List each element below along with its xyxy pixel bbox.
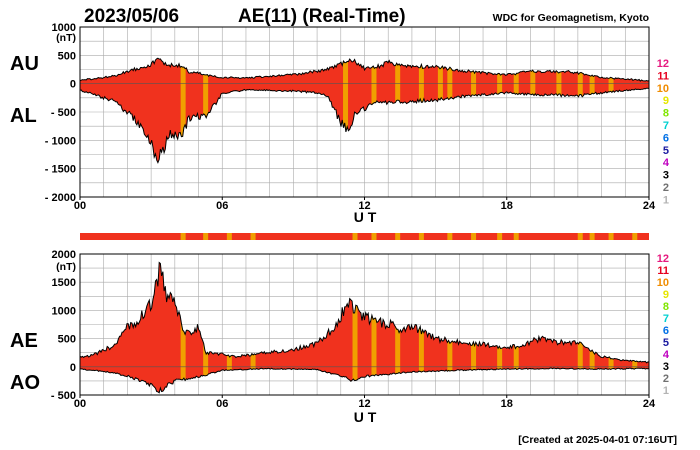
y-tick-label: - 1000 bbox=[45, 135, 76, 147]
legend-item: 4 bbox=[663, 157, 670, 169]
band-segment bbox=[180, 58, 186, 163]
y-tick-label: 500 bbox=[58, 50, 76, 62]
created-timestamp: [Created at 2025-04-01 07:16UT] bbox=[518, 434, 677, 446]
legend-item: 3 bbox=[663, 170, 669, 182]
legend-item: 10 bbox=[657, 83, 669, 95]
legend-item: 12 bbox=[657, 253, 669, 265]
legend-item: 1 bbox=[663, 194, 669, 206]
x-tick-label: 06 bbox=[216, 200, 228, 212]
band-segment bbox=[371, 262, 377, 393]
legend-item: 9 bbox=[663, 95, 669, 107]
source-label: WDC for Geomagnetism, Kyoto bbox=[493, 12, 649, 24]
upper-line bbox=[79, 57, 650, 82]
x-tick-label: 18 bbox=[501, 398, 513, 410]
bar-segment bbox=[497, 233, 503, 240]
y-tick-label: - 2000 bbox=[45, 192, 76, 204]
x-tick-label: 24 bbox=[643, 398, 656, 410]
x-tick-label: 18 bbox=[501, 200, 513, 212]
bar-segment bbox=[250, 233, 256, 240]
bar-segment bbox=[447, 233, 453, 240]
legend-item: 6 bbox=[663, 132, 669, 144]
bar-segment bbox=[632, 233, 638, 240]
chart-title: AE(11) (Real-Time) bbox=[238, 6, 406, 27]
legend-item: 8 bbox=[663, 301, 669, 313]
bar-segment bbox=[203, 233, 209, 240]
x-tick-label: 00 bbox=[74, 200, 86, 212]
bar-segment bbox=[589, 233, 595, 240]
legend-item: 8 bbox=[663, 108, 669, 120]
area-fill bbox=[80, 262, 649, 393]
legend-item: 12 bbox=[657, 58, 669, 70]
legend-item: 5 bbox=[663, 337, 669, 349]
p2-unit-label: (nT) bbox=[56, 261, 76, 273]
x-tick-label: 12 bbox=[358, 200, 370, 212]
x-tick-label: 06 bbox=[216, 398, 228, 410]
legend-item: 3 bbox=[663, 361, 669, 373]
y-tick-label: 1500 bbox=[52, 277, 76, 289]
ae-label: AE bbox=[10, 330, 38, 352]
p1-unit-label: (nT) bbox=[56, 32, 76, 44]
legend-item: 1 bbox=[663, 385, 669, 397]
band-segment bbox=[343, 58, 349, 163]
au-label: AU bbox=[10, 53, 39, 75]
legend-item: 11 bbox=[657, 265, 669, 277]
legend-item: 11 bbox=[657, 70, 669, 82]
bar-segment bbox=[577, 233, 583, 240]
legend-item: 10 bbox=[657, 277, 669, 289]
band-segment bbox=[203, 58, 209, 163]
bar-fill bbox=[80, 233, 649, 240]
legend-item: 2 bbox=[663, 373, 669, 385]
upper-line bbox=[79, 261, 650, 364]
bar-segment bbox=[513, 233, 519, 240]
lower-line bbox=[80, 367, 649, 394]
y-tick-label: - 1500 bbox=[45, 164, 76, 176]
bar-segment bbox=[352, 233, 358, 240]
station-count-bar bbox=[80, 233, 649, 240]
y-tick-label: 0 bbox=[70, 79, 76, 91]
legend-item: 7 bbox=[663, 120, 669, 132]
legend-item: 5 bbox=[663, 145, 669, 157]
y-tick-label: - 500 bbox=[51, 390, 76, 402]
y-tick-label: - 500 bbox=[51, 107, 76, 119]
bar-segment bbox=[608, 233, 614, 240]
y-tick-label: 500 bbox=[58, 334, 76, 346]
legend-item: 7 bbox=[663, 313, 669, 325]
bar-segment bbox=[371, 233, 377, 240]
legend-item: 2 bbox=[663, 182, 669, 194]
x-tick-label: 00 bbox=[74, 398, 86, 410]
p2-xlabel: U T bbox=[354, 409, 377, 425]
bar-segment bbox=[180, 233, 186, 240]
lower-line bbox=[79, 87, 650, 164]
legend-item: 6 bbox=[663, 325, 669, 337]
band-segment bbox=[352, 262, 358, 393]
bar-segment bbox=[418, 233, 424, 240]
x-tick-label: 24 bbox=[643, 200, 656, 212]
bar-segment bbox=[226, 233, 232, 240]
bar-segment bbox=[395, 233, 401, 240]
al-label: AL bbox=[10, 105, 37, 127]
bar-segment bbox=[471, 233, 477, 240]
y-tick-label: 1000 bbox=[52, 22, 76, 34]
y-tick-label: 2000 bbox=[52, 249, 76, 261]
p1-xlabel: U T bbox=[354, 209, 377, 225]
y-tick-label: 1000 bbox=[52, 305, 76, 317]
legend-item: 4 bbox=[663, 349, 670, 361]
legend-item: 9 bbox=[663, 289, 669, 301]
ao-label: AO bbox=[10, 372, 40, 394]
date-title: 2023/05/06 bbox=[84, 6, 179, 27]
y-tick-label: 0 bbox=[70, 362, 76, 374]
x-tick-label: 12 bbox=[358, 398, 370, 410]
